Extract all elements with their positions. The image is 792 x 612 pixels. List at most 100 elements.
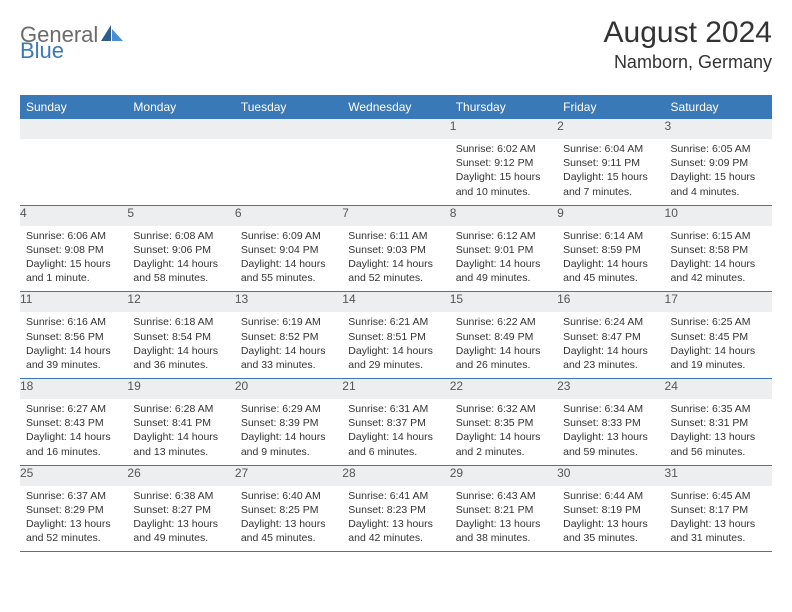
calendar-table: SundayMondayTuesdayWednesdayThursdayFrid… (20, 95, 772, 552)
day-info: Sunrise: 6:31 AMSunset: 8:37 PMDaylight:… (342, 399, 449, 465)
daylight-text: Daylight: 14 hours and 23 minutes. (563, 344, 658, 372)
date-cell (342, 119, 449, 139)
date-cell: 6 (235, 206, 342, 226)
brand-text-2: Blue (20, 38, 64, 63)
logo-sail-icon (101, 23, 123, 48)
day-info: Sunrise: 6:14 AMSunset: 8:59 PMDaylight:… (557, 226, 664, 292)
date-cell: 20 (235, 379, 342, 399)
date-cell: 11 (20, 292, 127, 312)
sunset-text: Sunset: 8:41 PM (133, 416, 228, 430)
sunset-text: Sunset: 9:03 PM (348, 243, 443, 257)
date-cell: 14 (342, 292, 449, 312)
sunrise-text: Sunrise: 6:29 AM (241, 402, 336, 416)
daylight-text: Daylight: 14 hours and 58 minutes. (133, 257, 228, 285)
sunset-text: Sunset: 8:49 PM (456, 330, 551, 344)
daylight-text: Daylight: 15 hours and 7 minutes. (563, 170, 658, 198)
daylight-text: Daylight: 14 hours and 36 minutes. (133, 344, 228, 372)
date-cell: 18 (20, 379, 127, 399)
info-row: Sunrise: 6:37 AMSunset: 8:29 PMDaylight:… (20, 486, 772, 552)
day-info (20, 139, 127, 205)
sunset-text: Sunset: 9:09 PM (671, 156, 766, 170)
sunrise-text: Sunrise: 6:11 AM (348, 229, 443, 243)
date-cell (235, 119, 342, 139)
day-info (342, 139, 449, 205)
sunset-text: Sunset: 8:21 PM (456, 503, 551, 517)
date-cell: 1 (450, 119, 557, 139)
day-info (127, 139, 234, 205)
sunrise-text: Sunrise: 6:05 AM (671, 142, 766, 156)
day-info: Sunrise: 6:37 AMSunset: 8:29 PMDaylight:… (20, 486, 127, 552)
date-cell: 17 (665, 292, 772, 312)
day-info: Sunrise: 6:06 AMSunset: 9:08 PMDaylight:… (20, 226, 127, 292)
day-header-monday: Monday (127, 95, 234, 119)
day-info: Sunrise: 6:04 AMSunset: 9:11 PMDaylight:… (557, 139, 664, 205)
day-header-friday: Friday (557, 95, 664, 119)
date-cell: 8 (450, 206, 557, 226)
daylight-text: Daylight: 13 hours and 35 minutes. (563, 517, 658, 545)
sunset-text: Sunset: 8:29 PM (26, 503, 121, 517)
daylight-text: Daylight: 14 hours and 39 minutes. (26, 344, 121, 372)
day-info: Sunrise: 6:18 AMSunset: 8:54 PMDaylight:… (127, 312, 234, 378)
date-cell: 15 (450, 292, 557, 312)
daylight-text: Daylight: 15 hours and 10 minutes. (456, 170, 551, 198)
date-cell: 13 (235, 292, 342, 312)
sunset-text: Sunset: 8:19 PM (563, 503, 658, 517)
date-row: 25262728293031 (20, 466, 772, 486)
location-label: Namborn, Germany (604, 52, 772, 73)
info-row: Sunrise: 6:16 AMSunset: 8:56 PMDaylight:… (20, 312, 772, 378)
sunrise-text: Sunrise: 6:14 AM (563, 229, 658, 243)
info-row: Sunrise: 6:02 AMSunset: 9:12 PMDaylight:… (20, 139, 772, 205)
day-info: Sunrise: 6:28 AMSunset: 8:41 PMDaylight:… (127, 399, 234, 465)
sunrise-text: Sunrise: 6:28 AM (133, 402, 228, 416)
date-cell: 24 (665, 379, 772, 399)
sunset-text: Sunset: 8:51 PM (348, 330, 443, 344)
sunset-text: Sunset: 8:45 PM (671, 330, 766, 344)
daylight-text: Daylight: 14 hours and 52 minutes. (348, 257, 443, 285)
day-info: Sunrise: 6:45 AMSunset: 8:17 PMDaylight:… (665, 486, 772, 552)
day-info: Sunrise: 6:08 AMSunset: 9:06 PMDaylight:… (127, 226, 234, 292)
sunrise-text: Sunrise: 6:08 AM (133, 229, 228, 243)
daylight-text: Daylight: 13 hours and 45 minutes. (241, 517, 336, 545)
day-header-row: SundayMondayTuesdayWednesdayThursdayFrid… (20, 95, 772, 119)
date-cell: 26 (127, 466, 234, 486)
day-info (235, 139, 342, 205)
date-cell: 5 (127, 206, 234, 226)
date-cell (127, 119, 234, 139)
day-header-saturday: Saturday (665, 95, 772, 119)
daylight-text: Daylight: 13 hours and 52 minutes. (26, 517, 121, 545)
day-header-sunday: Sunday (20, 95, 127, 119)
day-info: Sunrise: 6:34 AMSunset: 8:33 PMDaylight:… (557, 399, 664, 465)
daylight-text: Daylight: 14 hours and 13 minutes. (133, 430, 228, 458)
daylight-text: Daylight: 13 hours and 42 minutes. (348, 517, 443, 545)
daylight-text: Daylight: 13 hours and 31 minutes. (671, 517, 766, 545)
daylight-text: Daylight: 14 hours and 55 minutes. (241, 257, 336, 285)
day-info: Sunrise: 6:43 AMSunset: 8:21 PMDaylight:… (450, 486, 557, 552)
sunrise-text: Sunrise: 6:35 AM (671, 402, 766, 416)
date-cell: 12 (127, 292, 234, 312)
daylight-text: Daylight: 15 hours and 4 minutes. (671, 170, 766, 198)
sunrise-text: Sunrise: 6:38 AM (133, 489, 228, 503)
date-row: 123 (20, 119, 772, 139)
sunset-text: Sunset: 8:52 PM (241, 330, 336, 344)
date-cell: 29 (450, 466, 557, 486)
sunset-text: Sunset: 8:39 PM (241, 416, 336, 430)
day-info: Sunrise: 6:02 AMSunset: 9:12 PMDaylight:… (450, 139, 557, 205)
sunset-text: Sunset: 8:59 PM (563, 243, 658, 257)
sunrise-text: Sunrise: 6:44 AM (563, 489, 658, 503)
sunrise-text: Sunrise: 6:04 AM (563, 142, 658, 156)
daylight-text: Daylight: 15 hours and 1 minute. (26, 257, 121, 285)
day-header-tuesday: Tuesday (235, 95, 342, 119)
sunset-text: Sunset: 8:58 PM (671, 243, 766, 257)
sunrise-text: Sunrise: 6:40 AM (241, 489, 336, 503)
daylight-text: Daylight: 13 hours and 49 minutes. (133, 517, 228, 545)
daylight-text: Daylight: 14 hours and 29 minutes. (348, 344, 443, 372)
info-row: Sunrise: 6:27 AMSunset: 8:43 PMDaylight:… (20, 399, 772, 465)
sunrise-text: Sunrise: 6:15 AM (671, 229, 766, 243)
date-cell: 27 (235, 466, 342, 486)
date-row: 45678910 (20, 206, 772, 226)
daylight-text: Daylight: 14 hours and 16 minutes. (26, 430, 121, 458)
sunrise-text: Sunrise: 6:06 AM (26, 229, 121, 243)
day-info: Sunrise: 6:19 AMSunset: 8:52 PMDaylight:… (235, 312, 342, 378)
sunset-text: Sunset: 8:33 PM (563, 416, 658, 430)
sunrise-text: Sunrise: 6:19 AM (241, 315, 336, 329)
